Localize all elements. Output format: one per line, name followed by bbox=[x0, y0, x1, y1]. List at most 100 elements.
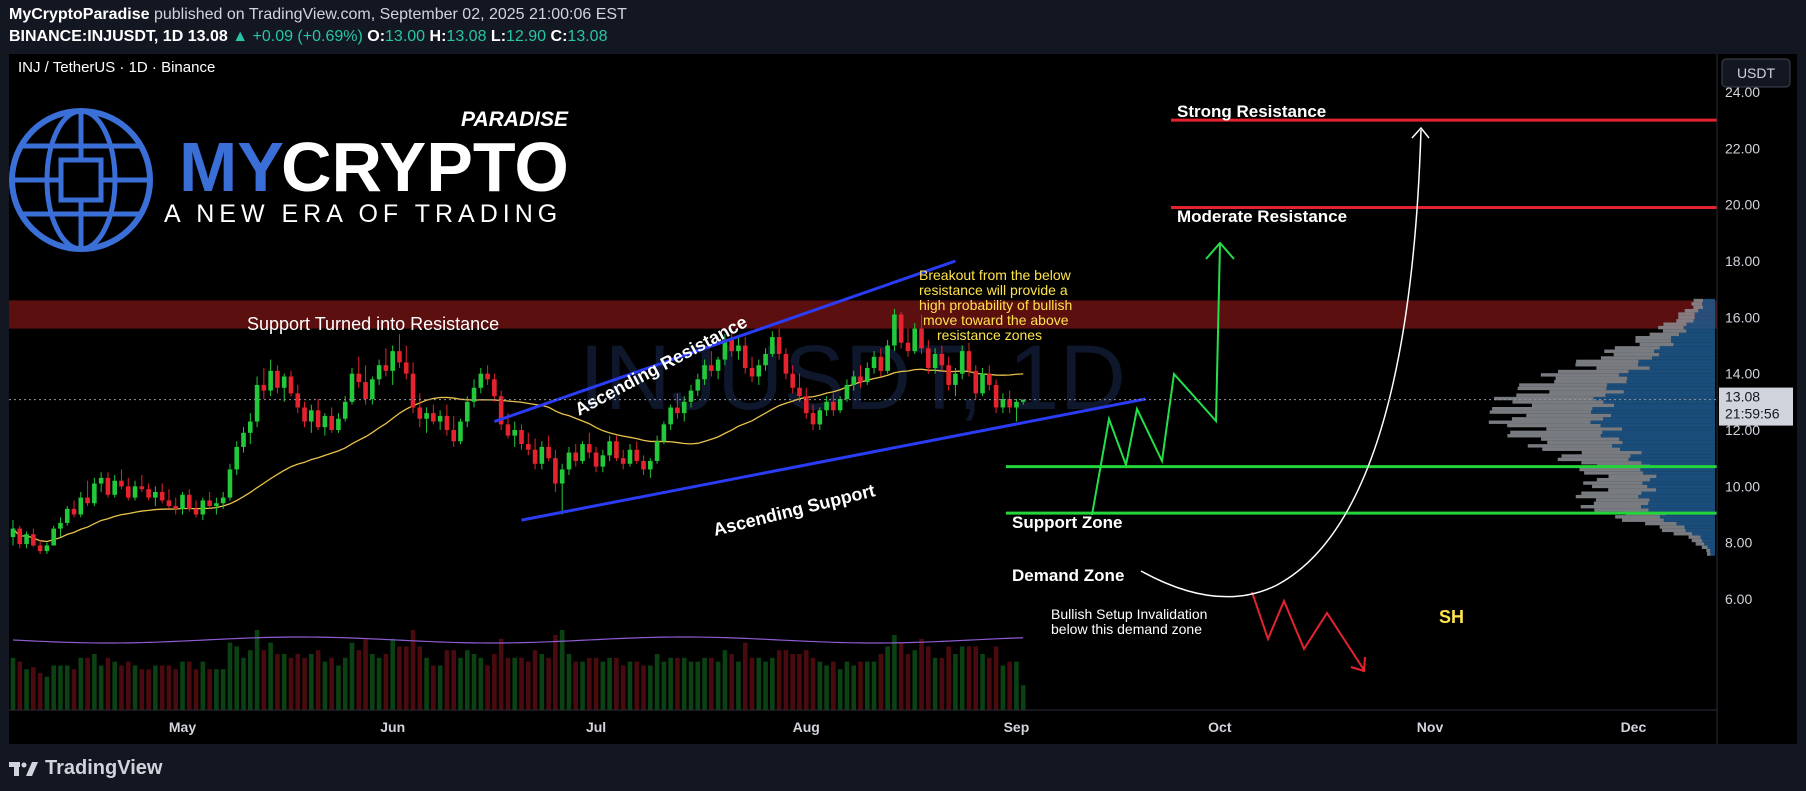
rebound-curve bbox=[1140, 129, 1422, 598]
currency-button[interactable] bbox=[1721, 58, 1791, 88]
volume-profile-row bbox=[1693, 319, 1715, 323]
candle-body bbox=[363, 382, 368, 400]
candle-body bbox=[627, 449, 633, 464]
volume-bar bbox=[254, 630, 260, 710]
volume-bar bbox=[905, 654, 911, 710]
volume-bar bbox=[329, 657, 334, 710]
volume-bar bbox=[803, 650, 809, 710]
volume-profile-row bbox=[1600, 434, 1715, 438]
volume-bar bbox=[180, 661, 185, 710]
ascending-resistance-line[interactable] bbox=[493, 259, 956, 423]
volume-bar bbox=[749, 657, 755, 710]
volume-profile-row bbox=[1693, 298, 1704, 303]
countdown-value: 21:59:56 bbox=[1725, 406, 1780, 422]
chart-frame[interactable]: INJUSDT, 1D Support Turned into Resistan… bbox=[9, 54, 1797, 744]
time-axis[interactable]: May Jun Jul Aug Sep Oct Nov Dec bbox=[169, 719, 1647, 735]
ascending-support-line[interactable] bbox=[521, 397, 1146, 522]
volume-profile-row bbox=[1575, 494, 1639, 499]
volume-bar bbox=[729, 654, 734, 710]
volume-profile-row bbox=[1507, 423, 1601, 428]
candle-body bbox=[505, 424, 511, 436]
volume-profile-row bbox=[1691, 538, 1703, 543]
volume-profile-row bbox=[1673, 532, 1693, 536]
time-tick-label: Nov bbox=[1417, 719, 1444, 735]
volume-bar bbox=[58, 665, 63, 710]
volume-profile-row bbox=[1489, 410, 1592, 414]
candle-body bbox=[668, 407, 673, 425]
volume-bar bbox=[288, 657, 294, 710]
volume-bar bbox=[444, 650, 450, 710]
volume-profile-row bbox=[1619, 447, 1715, 451]
volume-profile-row bbox=[1671, 339, 1715, 343]
candle-body bbox=[858, 376, 863, 383]
price-tick-label: 10.00 bbox=[1725, 478, 1760, 494]
support-turned-resistance-label: Support Turned into Resistance bbox=[247, 314, 499, 334]
volume-bar bbox=[790, 654, 795, 710]
candle-body bbox=[736, 345, 741, 352]
volume-profile-row bbox=[1650, 477, 1715, 482]
candle-body bbox=[1007, 399, 1012, 408]
volume-profile-row bbox=[1649, 498, 1715, 502]
volume-profile-row bbox=[1639, 342, 1674, 347]
symbol-name[interactable]: BINANCE:INJUSDT, 1D bbox=[9, 28, 184, 45]
candle-body bbox=[261, 384, 267, 391]
volume-bar bbox=[315, 650, 321, 710]
candle-body bbox=[817, 410, 823, 425]
volume-bar bbox=[654, 654, 660, 710]
open-label: O: bbox=[367, 28, 386, 45]
candle-body bbox=[987, 373, 992, 385]
candle-body bbox=[71, 508, 77, 515]
candle-body bbox=[892, 314, 897, 346]
tradingview-logo[interactable]: TradingView bbox=[9, 757, 162, 780]
candle-body bbox=[1000, 399, 1006, 408]
volume-bar bbox=[546, 657, 551, 710]
close-value: 13.08 bbox=[567, 28, 608, 45]
change-up-icon: ▲ bbox=[232, 28, 249, 45]
volume-bar bbox=[695, 661, 701, 710]
price-tick-label: 18.00 bbox=[1725, 253, 1760, 269]
candle-body bbox=[315, 410, 321, 428]
candle-body bbox=[648, 460, 653, 470]
candle-body bbox=[275, 370, 280, 388]
support-turned-resistance-zone[interactable] bbox=[9, 300, 1717, 329]
volume-profile-row bbox=[1613, 352, 1660, 357]
volume-profile-row bbox=[1492, 406, 1593, 411]
volume-profile-row bbox=[1581, 461, 1642, 465]
volume-bar bbox=[810, 657, 816, 710]
volume-bar bbox=[532, 650, 538, 710]
candle-body bbox=[349, 373, 355, 402]
volume-profile-row bbox=[1591, 410, 1715, 414]
candle-body bbox=[932, 353, 938, 369]
volume-bar bbox=[153, 665, 158, 710]
candle-body bbox=[92, 483, 97, 504]
volume-bar bbox=[139, 669, 145, 710]
volume-profile-row bbox=[1686, 329, 1715, 333]
author-name[interactable]: MyCryptoParadise bbox=[9, 6, 150, 23]
volume-bar bbox=[234, 646, 240, 710]
volume-bar bbox=[397, 646, 402, 710]
volume-bar bbox=[648, 665, 653, 710]
candle-body bbox=[946, 365, 951, 385]
volume-bar bbox=[248, 650, 253, 710]
candle-body bbox=[532, 449, 538, 464]
candle-body bbox=[661, 424, 667, 442]
volume-profile-row bbox=[1701, 545, 1708, 549]
mycrypto-logo: PARADISE MY CRYPTO A NEW ERA OF TRADING bbox=[9, 108, 569, 252]
volume-profile-row bbox=[1606, 386, 1715, 391]
volume-bar bbox=[1014, 661, 1019, 710]
volume-bar bbox=[17, 661, 23, 710]
price-chart[interactable]: INJUSDT, 1D Support Turned into Resistan… bbox=[9, 54, 1797, 744]
volume-profile-row bbox=[1695, 542, 1705, 546]
volume-profile-row bbox=[1648, 501, 1715, 506]
volume-bar bbox=[105, 657, 111, 710]
candle-body bbox=[715, 359, 721, 371]
volume-bar bbox=[31, 667, 36, 710]
volume-bar bbox=[858, 661, 863, 710]
volume-profile-row bbox=[1649, 332, 1680, 337]
price-axis[interactable]: 24.00 22.00 20.00 18.00 16.00 14.00 12.00 10.00… bbox=[1725, 84, 1760, 607]
volume-profile-row bbox=[1707, 545, 1715, 549]
candle-body bbox=[959, 351, 965, 374]
candle-body bbox=[254, 384, 260, 422]
candle-body bbox=[268, 370, 273, 391]
volume-profile-row bbox=[1638, 494, 1715, 499]
